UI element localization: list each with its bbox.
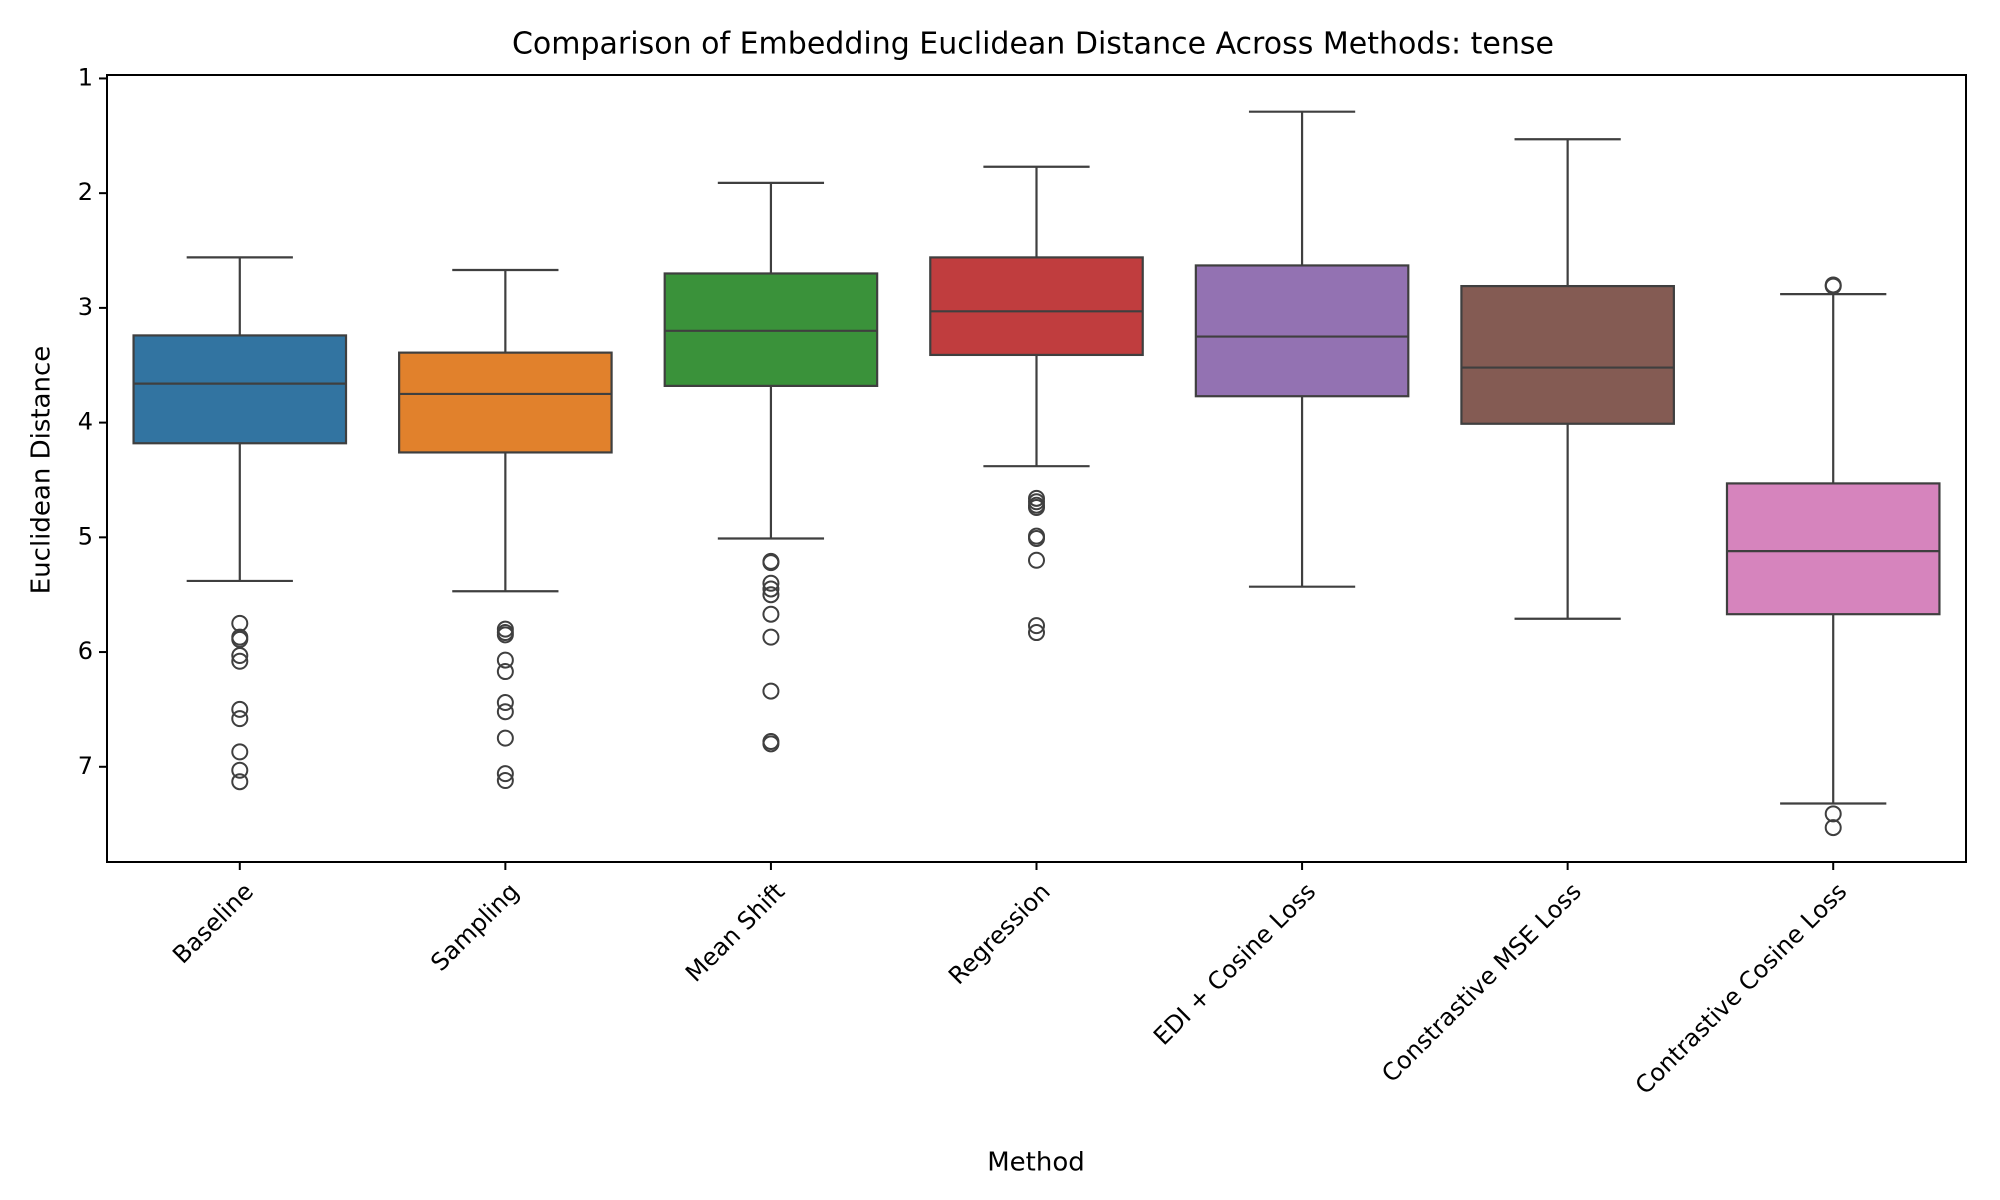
outlier-point xyxy=(762,605,780,623)
outlier-point xyxy=(231,652,249,670)
y-axis-label: Euclidean Distance xyxy=(27,346,57,595)
outlier-point xyxy=(1028,551,1045,569)
box-group xyxy=(663,181,879,753)
box-group xyxy=(398,268,613,790)
outlier-point xyxy=(762,628,780,646)
outlier-point xyxy=(762,735,780,753)
outlier-point xyxy=(496,663,514,681)
x-tick-label: Constrastive MSE Loss xyxy=(1376,877,1587,1088)
outlier-point xyxy=(762,554,780,572)
box-iqr xyxy=(1460,284,1675,425)
outlier-point xyxy=(496,765,514,783)
outlier-point xyxy=(762,586,780,604)
x-tick-label: Baseline xyxy=(167,877,259,969)
outlier-point xyxy=(1028,499,1045,517)
x-tick-label: Mean Shift xyxy=(680,877,790,987)
outlier-point xyxy=(231,743,249,761)
y-tick-label: 7 xyxy=(78,752,93,780)
outlier-point xyxy=(1824,819,1842,837)
outlier-point xyxy=(1824,277,1842,295)
outlier-point xyxy=(1028,617,1045,635)
outlier-point xyxy=(231,710,249,728)
outlier-point xyxy=(231,614,249,632)
outlier-point xyxy=(1028,624,1045,642)
y-tick-label: 1 xyxy=(78,63,93,91)
outlier-point xyxy=(496,651,514,669)
box-iqr xyxy=(1725,482,1941,616)
x-tick-label: Contrastive Cosine Loss xyxy=(1630,877,1853,1100)
outlier-point xyxy=(496,703,514,721)
outlier-point xyxy=(231,761,249,779)
box-group xyxy=(1725,276,1941,837)
y-tick-label: 4 xyxy=(78,408,93,436)
x-tick-label: Regression xyxy=(943,877,1056,990)
box-group xyxy=(1194,110,1410,588)
outlier-point xyxy=(1028,529,1045,547)
box-iqr xyxy=(132,334,348,445)
x-tick-label: Sampling xyxy=(425,877,524,976)
box-group xyxy=(1460,138,1675,620)
box-iqr xyxy=(398,351,613,454)
outlier-point xyxy=(231,700,249,718)
outlier-point xyxy=(496,729,514,747)
box-group xyxy=(132,256,348,791)
box-group xyxy=(929,165,1144,642)
plot-area xyxy=(132,110,1941,837)
axes: 1 2 3 4 5 6 7 Baseline Sampling Mean Shift Regress… xyxy=(78,63,1853,1099)
outlier-point xyxy=(496,772,514,790)
outlier-point xyxy=(496,626,514,644)
outlier-point xyxy=(231,630,249,648)
y-tick-label: 6 xyxy=(78,637,93,665)
y-tick-label: 3 xyxy=(78,293,93,321)
x-axis-label: Method xyxy=(987,1148,1085,1178)
outlier-point xyxy=(231,646,249,664)
outlier-point xyxy=(231,773,249,791)
outlier-point xyxy=(496,694,514,712)
box-iqr xyxy=(929,256,1144,357)
outlier-point xyxy=(1824,805,1842,823)
x-tick-label: EDI + Cosine Loss xyxy=(1148,877,1321,1050)
box-iqr xyxy=(1194,264,1410,398)
y-tick-label: 2 xyxy=(78,178,93,206)
outlier-point xyxy=(762,682,780,700)
box-iqr xyxy=(663,272,879,387)
chart-title: Comparison of Embedding Euclidean Distan… xyxy=(512,27,1554,62)
outlier-point xyxy=(762,580,780,598)
outlier-point xyxy=(762,574,780,592)
y-tick-label: 5 xyxy=(78,522,93,550)
